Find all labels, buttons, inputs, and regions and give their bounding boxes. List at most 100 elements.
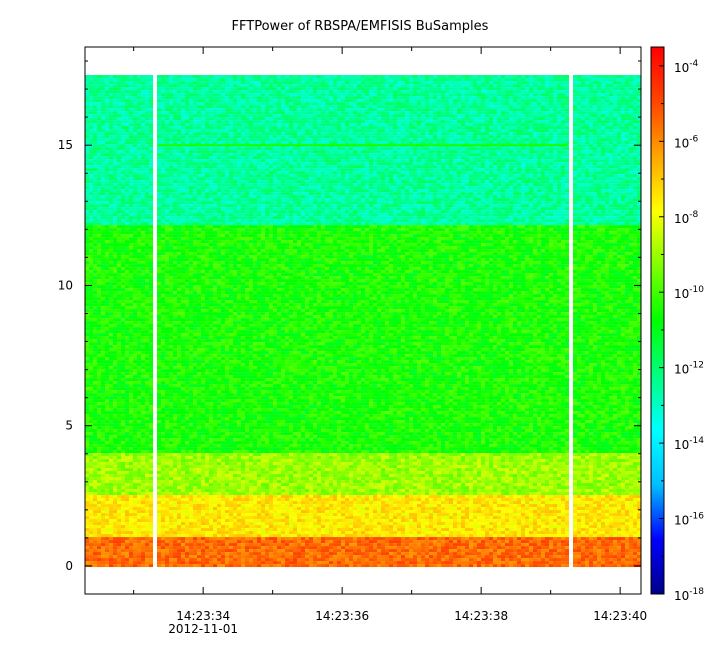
spectrogram-cell bbox=[201, 99, 205, 103]
spectrogram-cell bbox=[253, 177, 257, 181]
spectrogram-cell bbox=[545, 132, 549, 136]
spectrogram-cell bbox=[557, 114, 561, 118]
spectrogram-cell bbox=[469, 177, 473, 181]
spectrogram-cell bbox=[421, 96, 425, 100]
spectrogram-cell bbox=[277, 120, 281, 124]
spectrogram-cell bbox=[605, 135, 609, 139]
spectrogram-cell bbox=[241, 141, 245, 145]
spectrogram-cell bbox=[333, 123, 337, 127]
spectrogram-cell bbox=[521, 105, 525, 109]
spectrogram-cell bbox=[345, 150, 349, 154]
spectrogram-cell bbox=[229, 75, 233, 79]
spectrogram-cell bbox=[297, 153, 301, 157]
spectrogram-cell bbox=[541, 129, 545, 133]
spectrogram-cell bbox=[485, 99, 489, 103]
spectrogram-cell bbox=[325, 135, 329, 139]
spectrogram-cell bbox=[465, 159, 469, 163]
spectrogram-cell bbox=[325, 138, 329, 142]
spectrogram-cell bbox=[633, 162, 637, 166]
spectrogram-cell bbox=[581, 117, 585, 121]
spectrogram-cell bbox=[449, 90, 453, 94]
spectrogram-cell bbox=[401, 117, 405, 121]
spectrogram-cell bbox=[249, 81, 253, 85]
spectrogram-cell bbox=[553, 84, 557, 88]
spectrogram-cell bbox=[453, 156, 457, 160]
spectrogram-cell bbox=[297, 117, 301, 121]
spectrogram-cell bbox=[625, 138, 629, 142]
spectrogram-cell bbox=[133, 174, 137, 178]
spectrogram-cell bbox=[325, 171, 329, 175]
spectrogram-cell bbox=[609, 96, 613, 100]
spectrogram-cell bbox=[489, 90, 493, 94]
spectrogram-cell bbox=[417, 81, 421, 85]
spectrogram-cell bbox=[185, 126, 189, 130]
spectrogram-cell bbox=[373, 171, 377, 175]
spectrogram-cell bbox=[141, 87, 145, 91]
spectrogram-cell bbox=[409, 102, 413, 106]
spectrogram-cell bbox=[293, 105, 297, 109]
spectrogram-cell bbox=[193, 81, 197, 85]
spectrogram-cell bbox=[129, 156, 133, 160]
spectrogram-cell bbox=[257, 135, 261, 139]
spectrogram-cell bbox=[105, 105, 109, 109]
spectrogram-cell bbox=[549, 114, 553, 118]
spectrogram-cell bbox=[629, 87, 633, 91]
spectrogram-cell bbox=[517, 138, 521, 142]
spectrogram-cell bbox=[469, 108, 473, 112]
spectrogram-cell bbox=[369, 87, 373, 91]
spectrogram-cell bbox=[121, 180, 125, 184]
spectrogram-cell bbox=[381, 165, 385, 169]
spectrogram-cell bbox=[381, 171, 385, 175]
spectrogram-cell bbox=[525, 129, 529, 133]
spectrogram-cell bbox=[605, 165, 609, 169]
spectrogram-cell bbox=[177, 120, 181, 124]
spectrogram-cell bbox=[313, 135, 317, 139]
spectrogram-cell bbox=[121, 96, 125, 100]
spectrogram-cell bbox=[93, 123, 97, 127]
spectrogram-cell bbox=[189, 147, 193, 151]
spectrogram-cell bbox=[189, 165, 193, 169]
spectrogram-cell bbox=[361, 99, 365, 103]
spectrogram-cell bbox=[125, 123, 129, 127]
spectrogram-cell bbox=[301, 135, 305, 139]
spectrogram-cell bbox=[437, 138, 441, 142]
spectrogram-cell bbox=[109, 90, 113, 94]
spectrogram-cell bbox=[121, 135, 125, 139]
spectrogram-cell bbox=[345, 162, 349, 166]
spectrogram-cell bbox=[505, 162, 509, 166]
spectrogram-cell bbox=[241, 84, 245, 88]
spectrogram-cell bbox=[285, 114, 289, 118]
spectrogram-cell bbox=[449, 174, 453, 178]
spectrogram-cell bbox=[413, 120, 417, 124]
spectrogram-cell bbox=[237, 132, 241, 136]
spectrogram-cell bbox=[321, 159, 325, 163]
spectrogram-cell bbox=[437, 147, 441, 151]
spectrogram-cell bbox=[465, 147, 469, 151]
spectrogram-cell bbox=[353, 156, 357, 160]
spectrogram-cell bbox=[185, 168, 189, 172]
spectrogram-cell bbox=[517, 153, 521, 157]
spectrogram-cell bbox=[381, 162, 385, 166]
spectrogram-cell bbox=[565, 165, 569, 169]
spectrogram-cell bbox=[461, 120, 465, 124]
spectrogram-cell bbox=[513, 180, 517, 184]
spectrogram-cell bbox=[117, 177, 121, 181]
spectrogram-cell bbox=[509, 99, 513, 103]
spectrogram-cell bbox=[189, 84, 193, 88]
spectrogram-cell bbox=[529, 87, 533, 91]
spectrogram-cell bbox=[405, 165, 409, 169]
spectrogram-cell bbox=[385, 138, 389, 142]
spectrogram-cell bbox=[533, 141, 537, 145]
spectrogram-cell bbox=[369, 129, 373, 133]
spectrogram-cell bbox=[597, 105, 601, 109]
spectrogram-cell bbox=[169, 177, 173, 181]
spectrogram-cell bbox=[149, 138, 153, 142]
spectrogram-cell bbox=[429, 96, 433, 100]
spectrogram-cell bbox=[581, 153, 585, 157]
spectrogram-cell bbox=[513, 105, 517, 109]
spectrogram-cell bbox=[101, 111, 105, 115]
spectrogram-cell bbox=[561, 120, 565, 124]
spectrogram-cell bbox=[329, 174, 333, 178]
spectrogram-cell bbox=[625, 180, 629, 184]
spectrogram-cell bbox=[357, 153, 361, 157]
